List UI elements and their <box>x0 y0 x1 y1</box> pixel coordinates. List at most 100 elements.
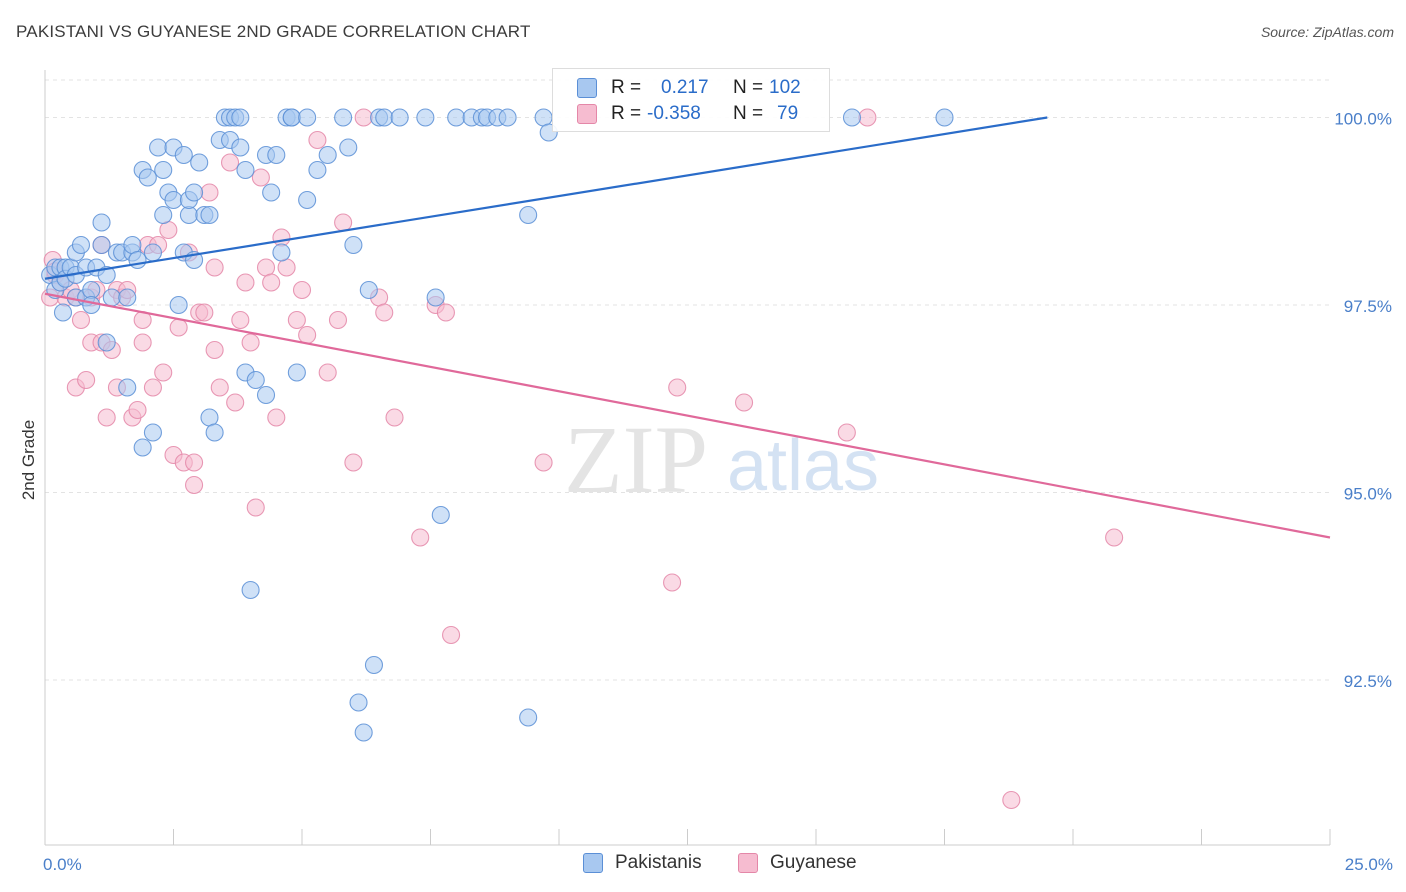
guyanese-point-73 <box>734 393 754 412</box>
guyanese-point-49 <box>256 258 276 277</box>
guyanese-point-43 <box>226 393 245 412</box>
y-tick-label-0: 100.0% <box>1334 110 1392 129</box>
pakistani-point-61 <box>236 160 255 180</box>
bottom-guyanese-label: Guyanese <box>770 852 857 873</box>
guyanese-point-47 <box>246 498 265 517</box>
guyanese-r-value: -0.358 <box>647 103 701 124</box>
pakistani-point-32 <box>138 168 157 187</box>
y-axis-title: 2nd Grade <box>19 420 38 500</box>
pakistani-point-25 <box>118 288 137 307</box>
guyanese-point-70 <box>534 453 553 472</box>
pakistani-point-73 <box>298 190 317 210</box>
guyanese-point-44 <box>231 310 250 330</box>
guyanese-point-28 <box>154 363 173 382</box>
pakistani-point-50 <box>200 205 219 225</box>
pakistani-point-87 <box>416 108 435 127</box>
pakistani-point-29 <box>128 250 147 270</box>
guyanese-point-58 <box>318 363 337 382</box>
pakistani-point-21 <box>97 333 116 352</box>
pakistani-point-58 <box>231 138 250 157</box>
guyanese-point-50 <box>262 273 281 292</box>
guyanese-point-45 <box>236 273 255 292</box>
guyanese-point-38 <box>200 183 219 202</box>
pakistani-point-68 <box>272 243 291 262</box>
y-tick-label-1: 97.5% <box>1344 297 1392 316</box>
pakistani-point-26 <box>118 378 137 397</box>
pakistani-point-75 <box>308 160 327 180</box>
guyanese-point-74 <box>837 423 856 442</box>
pakistani-swatch <box>577 78 597 98</box>
guyanese-point-8 <box>71 310 91 330</box>
pakistani-point-39 <box>164 190 183 210</box>
pakistani-point-42 <box>174 145 193 165</box>
guyanese-point-52 <box>272 228 291 247</box>
pakistani-point-30 <box>133 438 152 457</box>
pakistani-point-20 <box>97 265 116 285</box>
pakistani-point-22 <box>102 288 121 307</box>
pakistani-point-63 <box>246 370 265 390</box>
pakistani-point-86 <box>390 108 409 127</box>
y-tick-labels: 100.0% 97.5% 95.0% 92.5% <box>1334 110 1392 692</box>
guyanese-point-59 <box>328 310 348 330</box>
guyanese-point-66 <box>411 528 430 547</box>
pakistani-point-64 <box>256 385 276 405</box>
chart-title: PAKISTANI VS GUYANESE 2ND GRADE CORRELAT… <box>16 22 531 41</box>
x-tick-labels: 0.0% 25.0% <box>43 855 1393 874</box>
pakistani-point-71 <box>282 108 301 127</box>
guyanese-point-55 <box>292 280 312 300</box>
guyanese-point-54 <box>287 310 306 330</box>
guyanese-swatch <box>577 104 597 124</box>
stats-legend: R = 0.217 N = 102 R = -0.358 N = 79 <box>552 68 830 132</box>
pakistani-point-98 <box>534 108 553 127</box>
pakistani-point-51 <box>200 408 219 427</box>
pakistani-points <box>41 108 954 742</box>
guyanese-point-65 <box>385 408 404 427</box>
guyanese-point-9 <box>77 370 96 390</box>
guyanese-point-41 <box>210 378 229 397</box>
guyanese-point-64 <box>375 303 394 322</box>
guyanese-point-61 <box>344 453 363 472</box>
bottom-guyanese-swatch <box>738 853 758 873</box>
guyanese-point-24 <box>133 333 152 352</box>
guyanese-r-label: R = <box>611 103 642 124</box>
source-label: Source: ZipAtlas.com <box>1260 24 1394 40</box>
pakistani-point-19 <box>92 235 111 255</box>
guyanese-point-75 <box>858 108 877 127</box>
pakistani-point-83 <box>364 655 384 675</box>
pakistani-point-36 <box>154 205 173 225</box>
guyanese-point-29 <box>159 220 178 240</box>
x-tick-label-1: 25.0% <box>1345 855 1393 874</box>
pakistani-point-28 <box>123 235 142 255</box>
guyanese-point-68 <box>436 303 455 322</box>
guyanese-point-26 <box>143 378 162 397</box>
pakistani-point-44 <box>179 205 198 225</box>
pakistani-point-74 <box>298 108 317 127</box>
guyanese-point-42 <box>220 153 240 172</box>
pakistani-point-90 <box>447 108 466 127</box>
y-tick-label-2: 95.0% <box>1344 485 1392 504</box>
guyanese-point-37 <box>195 303 214 322</box>
pakistani-point-97 <box>519 708 538 727</box>
guyanese-n-value: 79 <box>777 103 799 124</box>
guyanese-point-22 <box>128 400 147 420</box>
pakistani-point-7 <box>53 303 73 322</box>
pakistani-point-72 <box>287 363 306 382</box>
guyanese-point-31 <box>169 318 188 337</box>
trend-lines <box>44 116 1331 539</box>
pakistani-point-100 <box>842 108 862 127</box>
pakistani-point-62 <box>241 580 260 600</box>
pakistani-point-46 <box>185 183 204 202</box>
pakistani-point-82 <box>359 280 378 300</box>
pakistani-point-78 <box>339 138 358 157</box>
pakistani-n-label: N = <box>733 77 764 98</box>
pakistani-point-59 <box>231 108 250 127</box>
guyanese-point-76 <box>1002 790 1021 810</box>
pakistani-point-37 <box>154 160 173 180</box>
guyanese-point-46 <box>241 333 260 352</box>
guyanese-point-15 <box>97 408 116 427</box>
pakistani-point-80 <box>349 693 368 712</box>
pakistani-trend-line <box>44 116 1048 280</box>
pakistani-point-12 <box>71 235 91 255</box>
pakistani-point-77 <box>334 108 353 127</box>
